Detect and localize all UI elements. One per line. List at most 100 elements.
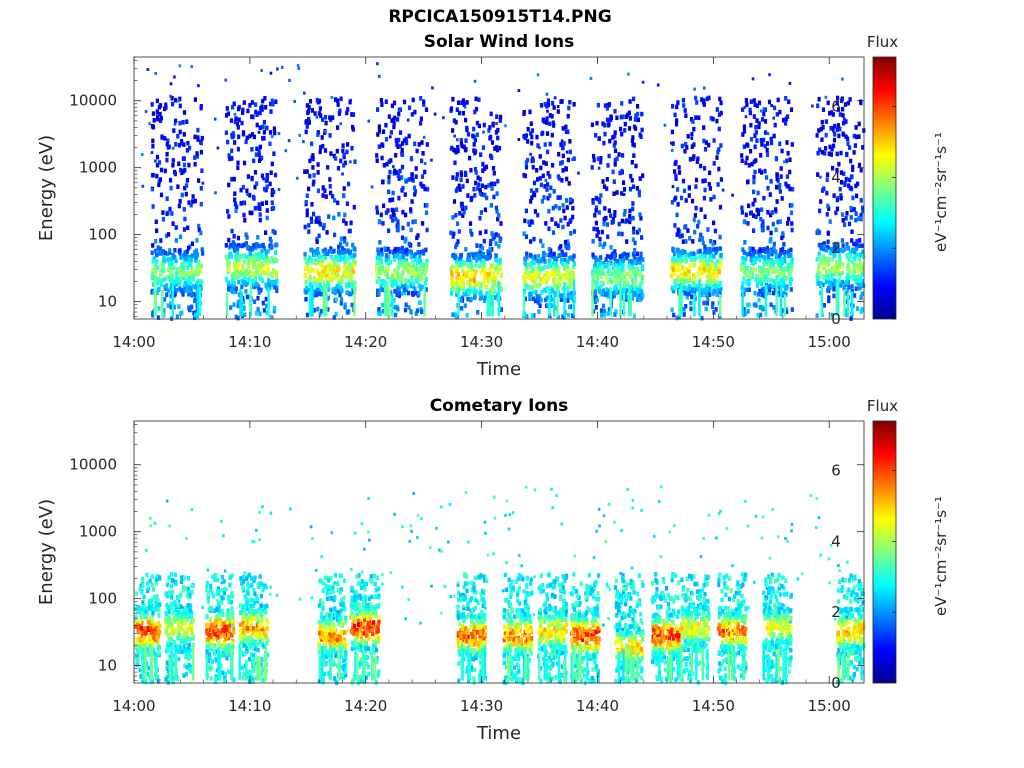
heatmap-cell: [187, 200, 191, 205]
heatmap-cell: [546, 109, 549, 113]
heatmap-cell: [395, 227, 399, 233]
heatmap-cell: [832, 193, 836, 198]
heatmap-cell: [536, 73, 540, 77]
heatmap-cell: [187, 645, 191, 651]
heatmap-cell: [388, 197, 392, 203]
heatmap-cell: [831, 112, 835, 117]
heatmap-cell: [639, 296, 644, 301]
heatmap-cell: [768, 290, 772, 296]
heatmap-cell: [153, 265, 157, 271]
heatmap-cell: [343, 160, 347, 166]
heatmap-cell: [629, 173, 633, 179]
heatmap-cell: [533, 209, 537, 214]
heatmap-cell: [673, 279, 677, 284]
heatmap-cell: [252, 253, 256, 259]
heatmap-cell: [232, 302, 236, 307]
heatmap-cell: [717, 112, 722, 117]
heatmap-cell: [304, 129, 308, 135]
heatmap-cell: [610, 271, 614, 277]
heatmap-cell: [394, 138, 398, 143]
heatmap-cell: [170, 95, 174, 101]
heatmap-cell: [620, 231, 624, 237]
heatmap-cell: [752, 174, 756, 180]
heatmap-cell: [379, 256, 383, 262]
heatmap-cell: [240, 120, 244, 126]
heatmap-cell: [243, 277, 247, 282]
heatmap-cell: [182, 227, 186, 232]
heatmap-cell: [570, 270, 574, 275]
heatmap-cell: [786, 114, 790, 119]
heatmap-cell: [768, 73, 771, 77]
heatmap-cell: [347, 274, 351, 280]
heatmap-cell: [849, 185, 853, 191]
heatmap-cell: [151, 111, 155, 116]
heatmap-cell: [339, 286, 343, 291]
heatmap-cell: [150, 640, 154, 646]
heatmap-cell: [239, 201, 243, 206]
heatmap-cell: [420, 140, 424, 145]
heatmap-cell: [163, 297, 167, 302]
heatmap-cell: [185, 594, 189, 599]
heatmap-cell: [176, 627, 180, 633]
heatmap-cell: [388, 249, 392, 255]
heatmap-cell: [183, 252, 187, 258]
heatmap-cell: [760, 207, 764, 212]
heatmap-cell: [257, 260, 261, 266]
heatmap-cell: [602, 260, 606, 266]
heatmap-cell: [700, 315, 704, 321]
heatmap-cell: [571, 272, 576, 278]
heatmap-cell: [712, 254, 716, 259]
heatmap-cell: [403, 307, 408, 313]
heatmap-cell: [685, 285, 689, 291]
heatmap-cell: [478, 215, 482, 221]
heatmap-cell: [711, 304, 715, 309]
heatmap-cell: [533, 298, 538, 304]
heatmap-cell: [459, 141, 463, 146]
heatmap-cell: [243, 280, 247, 285]
heatmap-cell: [761, 219, 765, 224]
heatmap-cell: [717, 269, 721, 275]
heatmap-cell: [752, 251, 756, 257]
heatmap-cell: [778, 141, 782, 147]
heatmap-cell: [629, 274, 633, 279]
heatmap-cell: [311, 267, 315, 273]
heatmap-cell: [184, 586, 188, 591]
heatmap-cell: [303, 255, 307, 261]
heatmap-cell: [595, 276, 600, 281]
heatmap-cell: [178, 96, 182, 102]
heatmap-cell: [228, 582, 232, 588]
heatmap-cell: [756, 190, 760, 196]
heatmap-cell: [568, 272, 572, 277]
heatmap-cell: [499, 273, 503, 278]
heatmap-cell: [345, 201, 349, 206]
heatmap-cell: [694, 255, 698, 261]
heatmap-cell: [718, 96, 722, 102]
heatmap-cell: [401, 271, 405, 276]
heatmap-cell: [850, 174, 854, 179]
heatmap-cell: [150, 102, 154, 107]
heatmap-cell: [489, 287, 493, 293]
colorbar-gradient: [872, 56, 897, 320]
heatmap-cell: [316, 170, 320, 175]
heatmap-cell: [619, 126, 623, 132]
heatmap-cell: [270, 256, 274, 261]
heatmap-cell: [343, 269, 347, 275]
heatmap-cell: [185, 183, 189, 188]
heatmap-cell: [827, 206, 831, 211]
heatmap-cell: [149, 679, 153, 685]
heatmap-cell: [392, 257, 396, 262]
heatmap-cell: [545, 116, 549, 121]
heatmap-cell: [315, 239, 319, 244]
heatmap-cell: [467, 288, 471, 293]
heatmap-cell: [719, 143, 723, 148]
heatmap-cell: [837, 272, 842, 278]
heatmap-cell: [829, 126, 833, 131]
heatmap-cell: [375, 158, 379, 163]
heatmap-cell: [711, 301, 715, 306]
heatmap-cell: [861, 262, 865, 268]
heatmap-cell: [849, 316, 853, 321]
heatmap-cell: [169, 293, 173, 299]
heatmap-cell: [251, 258, 256, 264]
heatmap-streak: [563, 282, 566, 317]
heatmap-streak: [311, 284, 314, 317]
